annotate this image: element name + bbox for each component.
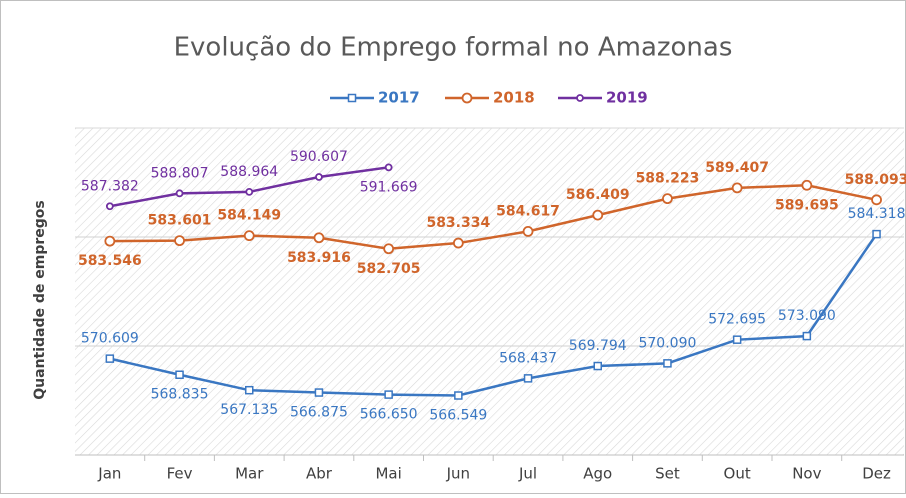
data-label: 583.601 bbox=[148, 213, 212, 229]
data-label: 568.835 bbox=[151, 387, 209, 403]
x-tick-label: Dez bbox=[862, 465, 891, 483]
marker bbox=[461, 92, 473, 104]
marker bbox=[105, 202, 114, 211]
x-tick-label: Abr bbox=[306, 465, 333, 483]
data-label: 588.223 bbox=[636, 171, 700, 187]
marker bbox=[593, 361, 602, 371]
marker bbox=[243, 230, 255, 242]
data-label: 591.669 bbox=[360, 179, 418, 195]
marker bbox=[245, 188, 254, 196]
data-label: 589.695 bbox=[775, 197, 839, 213]
marker bbox=[731, 182, 743, 194]
plot-area bbox=[75, 128, 904, 455]
data-label: 589.407 bbox=[705, 160, 769, 176]
x-tick-label: Ago bbox=[583, 465, 612, 483]
marker bbox=[576, 94, 584, 102]
x-tick-label: Mar bbox=[235, 465, 264, 483]
data-label: 583.546 bbox=[78, 253, 142, 269]
x-tick-label: Jan bbox=[97, 465, 121, 483]
marker bbox=[663, 359, 672, 368]
x-tick-label: Out bbox=[724, 465, 751, 483]
marker bbox=[802, 331, 812, 341]
data-label: 588.964 bbox=[220, 164, 278, 180]
marker bbox=[662, 193, 673, 205]
legend-label: 2018 bbox=[493, 89, 535, 107]
data-label: 568.437 bbox=[499, 350, 557, 366]
data-label: 583.334 bbox=[426, 215, 490, 231]
marker bbox=[592, 209, 604, 221]
data-label: 584.617 bbox=[496, 203, 560, 219]
y-axis-label: Quantidade de empregos bbox=[32, 200, 48, 400]
marker bbox=[384, 163, 393, 172]
marker bbox=[523, 374, 533, 383]
x-tick-label: Nov bbox=[792, 465, 821, 483]
marker bbox=[175, 370, 184, 379]
marker bbox=[175, 189, 184, 198]
x-tick-label: Mai bbox=[375, 465, 401, 483]
data-label: 588.807 bbox=[151, 165, 209, 181]
x-tick-label: Jul bbox=[518, 465, 537, 483]
chart-title: Evolução do Emprego formal no Amazonas bbox=[174, 33, 733, 63]
marker bbox=[314, 388, 324, 397]
data-label: 584.318 bbox=[848, 206, 906, 222]
marker bbox=[384, 390, 393, 399]
marker bbox=[732, 335, 742, 344]
marker bbox=[454, 391, 463, 400]
data-label: 586.409 bbox=[566, 187, 630, 203]
marker bbox=[347, 93, 357, 103]
data-label: 572.695 bbox=[708, 312, 766, 328]
data-label: 570.609 bbox=[81, 331, 139, 347]
marker bbox=[452, 237, 464, 249]
data-label: 573.090 bbox=[778, 308, 836, 324]
marker bbox=[801, 179, 813, 191]
data-label: 566.549 bbox=[429, 408, 487, 424]
data-label: 569.794 bbox=[569, 338, 627, 354]
legend-label: 2017 bbox=[378, 89, 420, 107]
data-label: 566.650 bbox=[360, 407, 418, 423]
data-label: 566.875 bbox=[290, 405, 348, 421]
marker bbox=[315, 173, 323, 181]
data-label: 583.916 bbox=[287, 250, 351, 266]
marker bbox=[104, 235, 116, 247]
data-label: 584.149 bbox=[217, 208, 281, 224]
series-line bbox=[109, 233, 878, 397]
marker bbox=[871, 194, 882, 206]
data-label: 582.705 bbox=[357, 261, 421, 277]
marker bbox=[245, 385, 254, 395]
x-tick-label: Jun bbox=[446, 465, 470, 483]
marker bbox=[522, 225, 534, 237]
x-tick-label: Set bbox=[655, 465, 680, 483]
legend-label: 2019 bbox=[606, 89, 648, 107]
marker bbox=[313, 232, 325, 244]
marker bbox=[383, 243, 395, 255]
data-label: 590.607 bbox=[290, 149, 348, 165]
marker bbox=[105, 354, 115, 363]
x-tick-label: Fev bbox=[167, 465, 193, 483]
data-label: 587.382 bbox=[81, 178, 139, 194]
data-label: 567.135 bbox=[220, 402, 278, 418]
marker bbox=[872, 229, 881, 239]
data-label: 588.093 bbox=[845, 172, 906, 188]
series-line bbox=[109, 184, 877, 251]
data-label: 570.090 bbox=[638, 335, 696, 351]
marker bbox=[174, 235, 185, 247]
